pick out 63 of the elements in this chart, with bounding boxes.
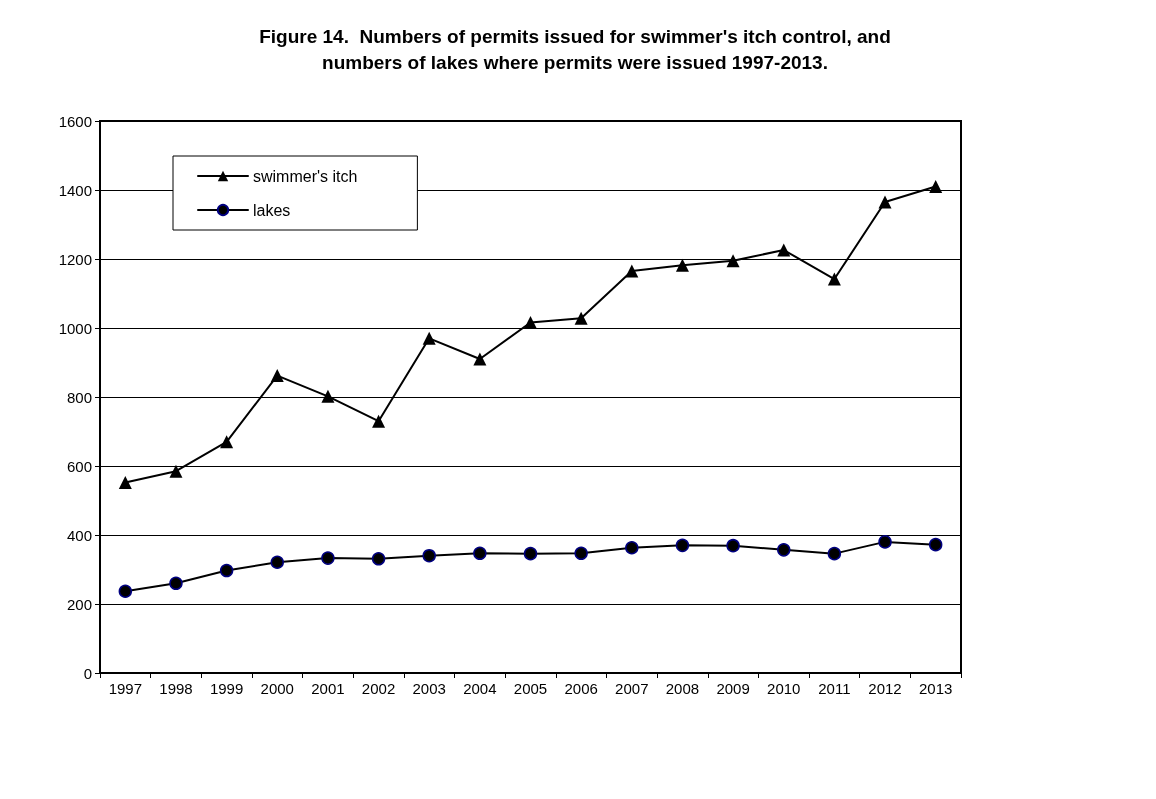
point <box>524 315 537 329</box>
point <box>777 543 791 557</box>
chart-title: Figure 14. Numbers of permits issued for swimmer's itch control, and numbers of lakes where permits were issued 1997-2013. <box>259 25 891 73</box>
y-tick-label: 200 <box>66 595 92 613</box>
legend-label: lakes <box>253 201 291 219</box>
point <box>422 548 436 563</box>
point <box>523 546 538 561</box>
x-tick-label: 2009 <box>716 680 750 697</box>
y-tick-label: 600 <box>66 457 92 475</box>
point <box>270 369 284 383</box>
point <box>777 243 791 257</box>
point <box>878 195 892 209</box>
point <box>625 541 639 555</box>
point <box>726 538 740 553</box>
point <box>675 258 689 272</box>
y-tick-label: 1600 <box>58 112 92 130</box>
point <box>321 389 335 403</box>
point <box>270 555 285 569</box>
point <box>422 331 436 345</box>
x-tick-label: 2004 <box>463 680 497 697</box>
point <box>675 538 690 553</box>
x-tick-label: 1997 <box>108 680 143 697</box>
point <box>169 576 183 591</box>
x-tick-label: 1998 <box>159 680 193 697</box>
x-tick-label: 2003 <box>412 680 446 697</box>
y-tick-label: 1000 <box>58 319 92 337</box>
point <box>321 551 335 565</box>
x-tick-label: 2010 <box>767 680 801 697</box>
point <box>372 414 386 428</box>
point <box>878 535 892 549</box>
point <box>929 180 943 194</box>
point <box>827 272 841 286</box>
point <box>928 537 943 552</box>
x-tick-label: 2013 <box>918 680 953 697</box>
point <box>169 464 183 478</box>
point <box>574 311 588 325</box>
point <box>827 546 842 561</box>
point <box>473 352 487 366</box>
point <box>625 264 639 278</box>
x-tick-label: 2008 <box>665 680 700 697</box>
y-tick-label: 400 <box>66 526 92 544</box>
x-tick-label: 2000 <box>260 680 294 697</box>
x-tick-label: 2002 <box>361 680 396 697</box>
point <box>219 563 234 578</box>
x-tick-label: 2005 <box>513 680 548 697</box>
point <box>574 546 588 561</box>
point <box>371 552 386 566</box>
x-tick-label: 1999 <box>209 680 244 697</box>
legend-label: swimmer's itch <box>253 167 358 185</box>
x-tick-label: 2001 <box>311 680 345 697</box>
y-tick-label: 0 <box>83 664 92 682</box>
y-tick-label: 800 <box>66 388 92 406</box>
y-tick-label: 1400 <box>58 181 92 199</box>
point <box>118 584 133 598</box>
y-tick-label: 1200 <box>58 250 92 268</box>
point <box>726 254 740 268</box>
point <box>220 435 234 449</box>
x-tick-label: 2012 <box>868 680 902 697</box>
x-tick-label: 2011 <box>818 680 851 697</box>
x-tick-label: 2007 <box>615 680 649 697</box>
x-tick-label: 2006 <box>564 680 598 697</box>
point <box>473 546 487 561</box>
point <box>118 476 132 490</box>
